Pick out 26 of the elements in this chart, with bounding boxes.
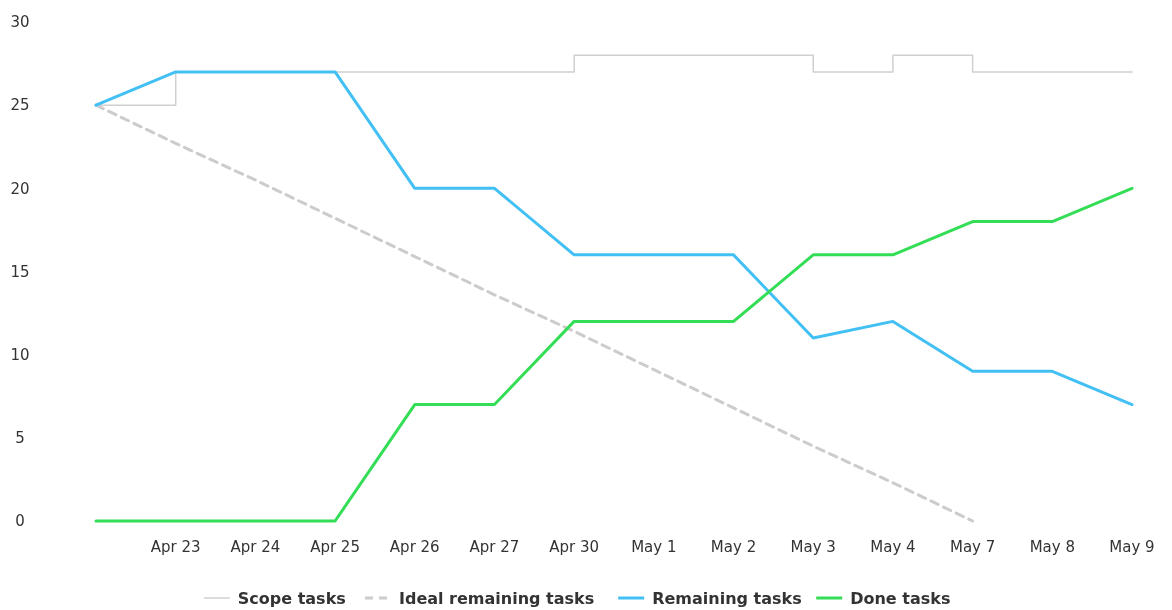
y-tick-label: 5 (15, 429, 25, 448)
y-tick-label: 0 (15, 512, 25, 531)
x-tick-label: May 4 (870, 538, 916, 556)
y-tick-label: 20 (10, 179, 30, 198)
line-series (94, 186, 1134, 523)
x-tick-label: May 2 (710, 538, 757, 556)
legend-label: Done tasks (850, 588, 951, 608)
legend-label: Ideal remaining tasks (399, 588, 595, 608)
x-tick-label: Apr 26 (389, 538, 440, 556)
x-tick-label: May 1 (631, 538, 677, 556)
y-tick-label: 30 (10, 13, 30, 32)
x-tick-label: May 9 (1109, 538, 1155, 556)
y-tick-label: 15 (10, 262, 30, 281)
legend-label: Remaining tasks (652, 588, 802, 608)
legend-label: Scope tasks (237, 588, 346, 608)
line-series (94, 70, 1134, 407)
x-tick-label: May 7 (949, 538, 996, 556)
y-tick-label: 10 (10, 345, 30, 364)
x-tick-label: May 3 (790, 538, 836, 556)
x-tick-label: Apr 25 (310, 538, 360, 556)
x-tick-label: Apr 30 (549, 538, 600, 556)
x-tick-label: Apr 24 (230, 538, 281, 556)
x-tick-label: Apr 27 (469, 538, 520, 556)
x-tick-label: Apr 23 (150, 538, 201, 556)
x-tick-label: May 8 (1029, 538, 1075, 556)
y-tick-label: 25 (10, 96, 30, 115)
